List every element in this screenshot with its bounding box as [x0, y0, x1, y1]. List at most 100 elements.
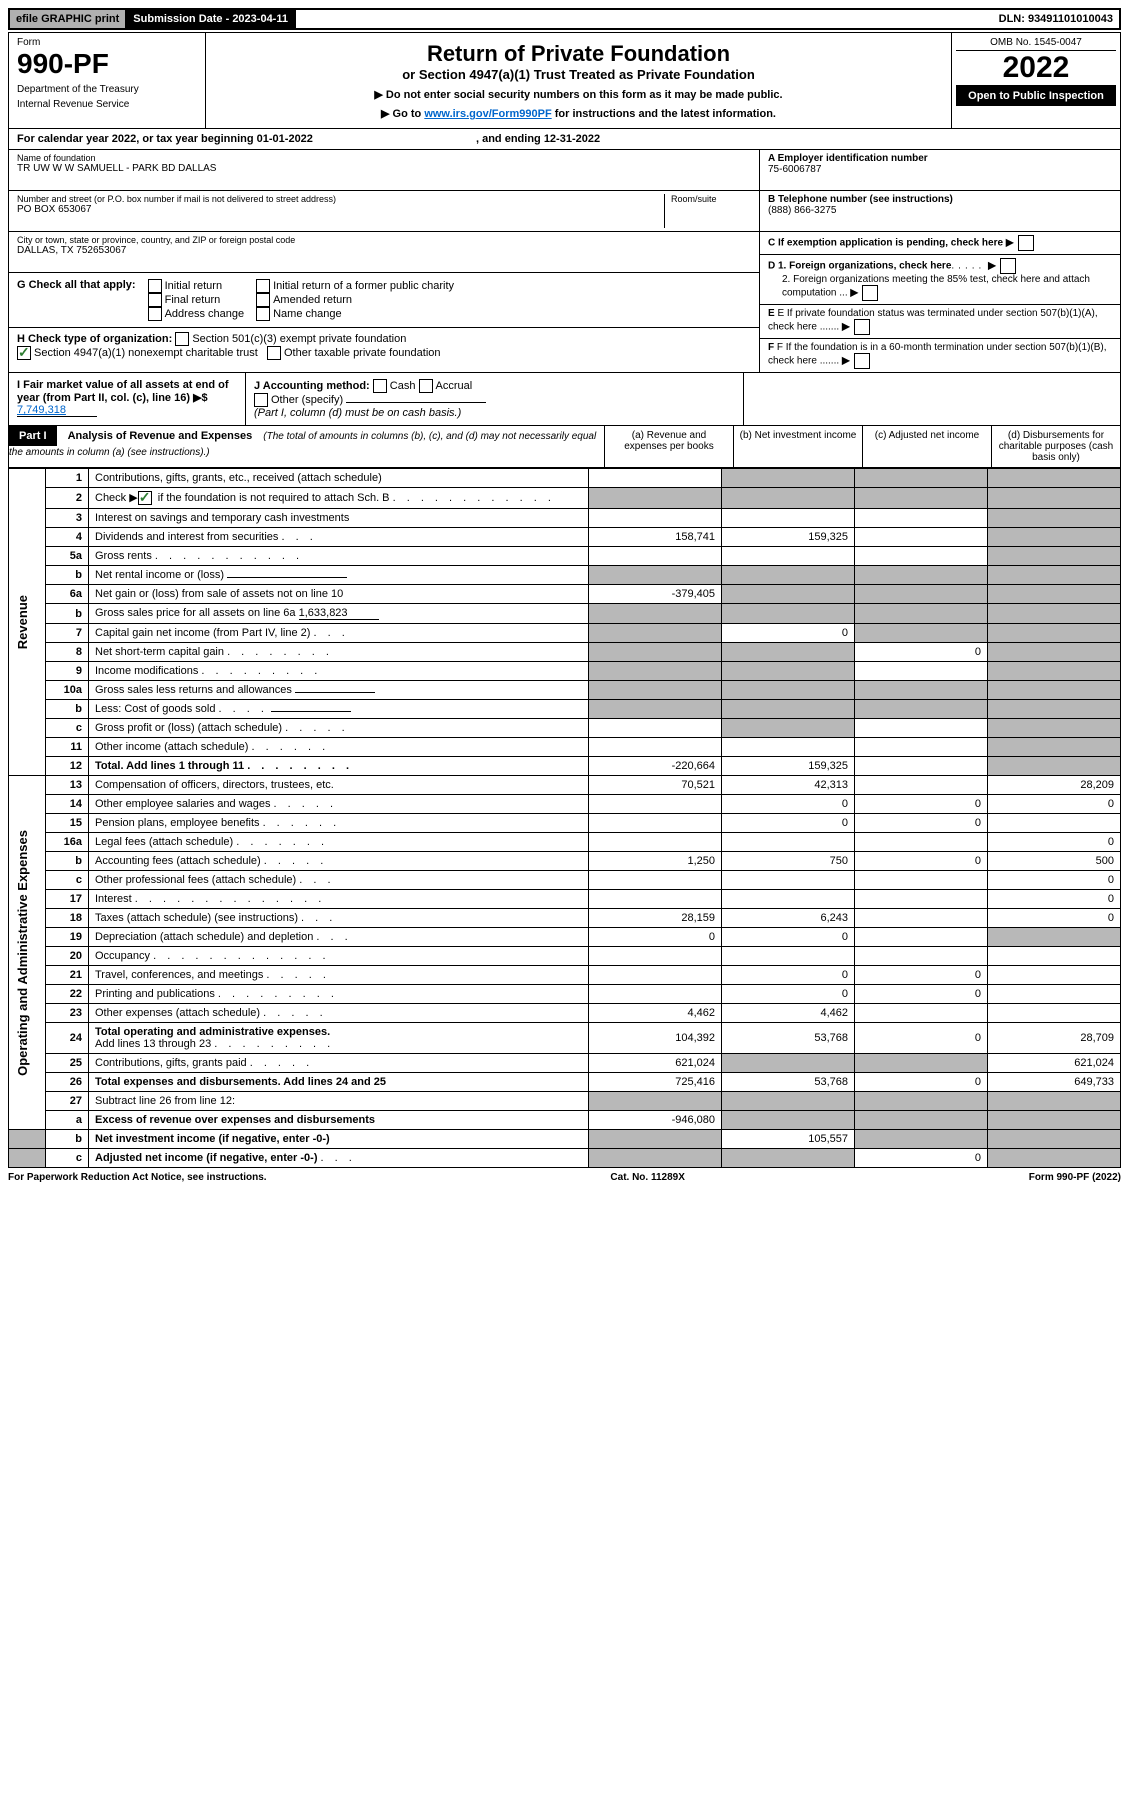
d2-checkbox[interactable]: [862, 285, 878, 301]
line-1: Contributions, gifts, grants, etc., rece…: [89, 469, 589, 488]
cash-label: Cash: [390, 380, 416, 392]
dept-treasury: Department of the Treasury: [17, 84, 197, 95]
address-change-checkbox[interactable]: [148, 307, 162, 321]
line-26: Total expenses and disbursements. Add li…: [89, 1073, 589, 1092]
line-24-c: 0: [855, 1023, 988, 1054]
line-15-c: 0: [855, 814, 988, 833]
initial-return-checkbox[interactable]: [148, 279, 162, 293]
footer: For Paperwork Reduction Act Notice, see …: [8, 1168, 1121, 1183]
line-26-d: 649,733: [988, 1073, 1121, 1092]
4947a1-label: Section 4947(a)(1) nonexempt charitable …: [34, 347, 258, 359]
line-19: Depreciation (attach schedule) and deple…: [89, 928, 589, 947]
4947a1-checkbox[interactable]: [17, 346, 31, 360]
open-inspection-badge: Open to Public Inspection: [956, 86, 1116, 106]
col-a-header: (a) Revenue and expenses per books: [604, 426, 733, 467]
name-change-checkbox[interactable]: [256, 307, 270, 321]
f-checkbox[interactable]: [854, 353, 870, 369]
line-20: Occupancy . . . . . . . . . . . . .: [89, 947, 589, 966]
line-18-a: 28,159: [589, 909, 722, 928]
line-12-a: -220,664: [589, 757, 722, 776]
line-18: Taxes (attach schedule) (see instruction…: [89, 909, 589, 928]
c-checkbox[interactable]: [1018, 235, 1034, 251]
foundation-address: PO BOX 653067: [17, 204, 660, 215]
line-6b-val: 1,633,823: [299, 607, 379, 620]
accrual-checkbox[interactable]: [419, 379, 433, 393]
line-22-c: 0: [855, 985, 988, 1004]
line-24-a: 104,392: [589, 1023, 722, 1054]
form990pf-link[interactable]: www.irs.gov/Form990PF: [424, 108, 551, 120]
line-21-b: 0: [722, 966, 855, 985]
line-19-a: 0: [589, 928, 722, 947]
line-16c-d: 0: [988, 871, 1121, 890]
f-cell-dup: [744, 373, 1120, 425]
line-4: Dividends and interest from securities .…: [89, 528, 589, 547]
line-27b: Net investment income (if negative, ente…: [89, 1130, 589, 1149]
efile-print-button[interactable]: efile GRAPHIC print: [10, 10, 127, 28]
line-10a: Gross sales less returns and allowances: [89, 681, 589, 700]
schb-checkbox[interactable]: [138, 491, 152, 505]
line-8: Net short-term capital gain . . . . . . …: [89, 643, 589, 662]
form-subtitle: or Section 4947(a)(1) Trust Treated as P…: [214, 67, 943, 82]
line-24-b: 53,768: [722, 1023, 855, 1054]
city-label: City or town, state or province, country…: [17, 235, 751, 245]
line-27b-b: 105,557: [722, 1130, 855, 1149]
room-suite-label: Room/suite: [671, 194, 751, 204]
line-27c-c: 0: [855, 1149, 988, 1168]
other-specify-input[interactable]: [346, 402, 486, 403]
line-24-d: 28,709: [988, 1023, 1121, 1054]
j-label: J Accounting method:: [254, 380, 370, 392]
line-4-b: 159,325: [722, 528, 855, 547]
form-word: Form: [17, 37, 197, 48]
line-15-b: 0: [722, 814, 855, 833]
ein-value: 75-6006787: [768, 164, 1112, 175]
501c3-checkbox[interactable]: [175, 332, 189, 346]
other-taxable-checkbox[interactable]: [267, 346, 281, 360]
d1-checkbox[interactable]: [1000, 258, 1016, 274]
line-27: Subtract line 26 from line 12:: [89, 1092, 589, 1111]
d2-label: 2. Foreign organizations meeting the 85%…: [782, 274, 1090, 299]
line-26-a: 725,416: [589, 1073, 722, 1092]
instr-pre: ▶ Go to: [381, 108, 424, 120]
line-9: Income modifications . . . . . . . . .: [89, 662, 589, 681]
fmv-link[interactable]: 7,749,318: [17, 404, 97, 417]
final-return-label: Final return: [165, 294, 221, 306]
initial-former-checkbox[interactable]: [256, 279, 270, 293]
revenue-section-label: Revenue: [15, 595, 30, 649]
amended-return-checkbox[interactable]: [256, 293, 270, 307]
foundation-name: TR UW W W SAMUELL - PARK BD DALLAS: [17, 163, 751, 174]
col-d-header: (d) Disbursements for charitable purpose…: [991, 426, 1120, 467]
address-label: Number and street (or P.O. box number if…: [17, 194, 660, 204]
line-23-b: 4,462: [722, 1004, 855, 1023]
line-6a: Net gain or (loss) from sale of assets n…: [89, 585, 589, 604]
final-return-checkbox[interactable]: [148, 293, 162, 307]
line-23-a: 4,462: [589, 1004, 722, 1023]
line-19-b: 0: [722, 928, 855, 947]
line-22-b: 0: [722, 985, 855, 1004]
part1-table: Revenue 1Contributions, gifts, grants, e…: [8, 468, 1121, 1168]
line-6b: Gross sales price for all assets on line…: [89, 604, 589, 624]
ein-label: A Employer identification number: [768, 153, 1112, 164]
line-11: Other income (attach schedule) . . . . .…: [89, 738, 589, 757]
e-checkbox[interactable]: [854, 319, 870, 335]
form-header: Form 990-PF Department of the Treasury I…: [8, 32, 1121, 129]
address-change-label: Address change: [165, 308, 245, 320]
name-label: Name of foundation: [17, 153, 751, 163]
line-3: Interest on savings and temporary cash i…: [89, 509, 589, 528]
j-note: (Part I, column (d) must be on cash basi…: [254, 407, 461, 419]
form-footer: Form 990-PF (2022): [1029, 1172, 1121, 1183]
line-7: Capital gain net income (from Part IV, l…: [89, 624, 589, 643]
d1-label: D 1. Foreign organizations, check here: [768, 261, 951, 272]
line-21-c: 0: [855, 966, 988, 985]
cash-checkbox[interactable]: [373, 379, 387, 393]
col-b-header: (b) Net investment income: [733, 426, 862, 467]
dln-label: DLN: 93491101010043: [993, 10, 1119, 28]
line-25-d: 621,024: [988, 1054, 1121, 1073]
other-taxable-label: Other taxable private foundation: [284, 347, 441, 359]
top-bar: efile GRAPHIC print Submission Date - 20…: [8, 8, 1121, 30]
line-26-b: 53,768: [722, 1073, 855, 1092]
phone-value: (888) 866-3275: [768, 205, 1112, 216]
other-method-checkbox[interactable]: [254, 393, 268, 407]
irs-label: Internal Revenue Service: [17, 99, 197, 110]
line-26-c: 0: [855, 1073, 988, 1092]
part1-title: Analysis of Revenue and Expenses: [60, 430, 253, 442]
